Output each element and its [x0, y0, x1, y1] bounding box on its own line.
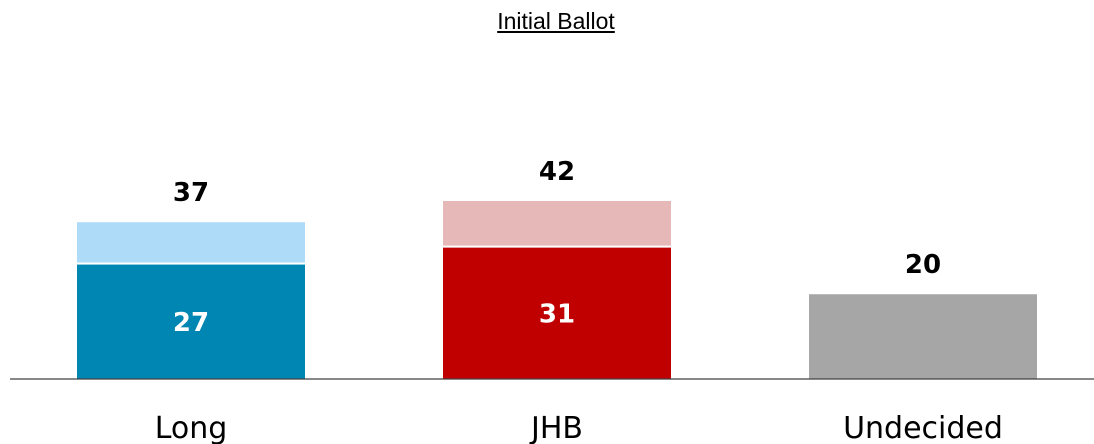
bar-jhb-total-segment [443, 201, 671, 246]
bar-jhb-total-value-label: 42 [539, 157, 575, 187]
chart-title: Initial Ballot [497, 8, 615, 34]
bar-jhb-base-segment [443, 247, 671, 379]
bar-long-total-value-label: 37 [173, 178, 209, 208]
bar-long-inner-value-label: 27 [173, 308, 209, 338]
category-label-jhb: JHB [529, 411, 583, 444]
bars-layer [77, 201, 1037, 379]
bar-undecided [809, 294, 1037, 379]
bar-jhb-inner-value-label: 31 [539, 299, 575, 329]
labels-layer: 27 37 Long 31 42 JHB 20 Undecided [155, 157, 1003, 444]
category-label-long: Long [155, 411, 228, 444]
category-label-undecided: Undecided [843, 411, 1003, 444]
bar-long-total-segment [77, 222, 305, 263]
bar-long-base-segment [77, 264, 305, 379]
bar-undecided-total-value-label: 20 [905, 250, 941, 280]
